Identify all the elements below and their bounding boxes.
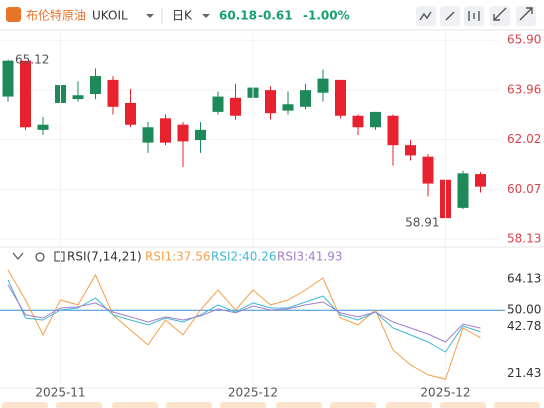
candle-body: [370, 111, 381, 128]
tab[interactable]: [494, 402, 540, 408]
candle-body: [160, 118, 171, 143]
candle-body: [335, 79, 346, 116]
y-tick-label: 63.96: [507, 82, 541, 96]
x-tick-label: 2025-11: [35, 386, 85, 400]
tab[interactable]: [112, 402, 158, 408]
candle-body: [37, 124, 49, 130]
candle-body: [195, 129, 206, 141]
y-tick-label: 64.13: [507, 271, 541, 285]
x-tick-label: 2025-12: [228, 386, 278, 400]
tool-button[interactable]: [490, 6, 510, 26]
legend-entry: RSI2:40.26: [211, 250, 277, 264]
rsi-line: [7, 279, 481, 353]
candle-body: [282, 104, 294, 111]
min-label: 58.91: [405, 216, 439, 230]
symbol-name[interactable]: 布伦特原油: [26, 8, 86, 23]
candle-body: [230, 97, 241, 116]
candle-body: [457, 173, 469, 208]
y-tick-label: 21.43: [507, 366, 541, 380]
candle-body: [475, 174, 486, 187]
indicator-icons: [12, 251, 65, 262]
tool-icons: [419, 7, 533, 21]
indicator-title: RSI(7,14,21): [67, 250, 142, 264]
candle-body: [405, 145, 416, 156]
tool-button[interactable]: [516, 6, 536, 26]
tab[interactable]: [2, 402, 48, 408]
price: 60.18: [219, 9, 257, 23]
toolbar: [416, 6, 536, 26]
candle-body: [90, 76, 101, 94]
caret[interactable]: [146, 14, 154, 18]
candle-body: [212, 96, 224, 112]
candle-body: [20, 60, 31, 128]
tab[interactable]: [56, 402, 102, 408]
candle-body: [142, 127, 154, 143]
tab[interactable]: [276, 402, 322, 408]
candle-body: [300, 90, 311, 107]
change-pct: -1.00%: [303, 9, 350, 23]
candle-body: [352, 115, 364, 128]
symbol-code[interactable]: UKOIL: [92, 9, 128, 23]
change: -0.61: [258, 9, 293, 23]
candle-body: [422, 156, 434, 184]
legend-entry: RSI3:41.93: [277, 250, 343, 264]
tab[interactable]: [166, 402, 212, 408]
rsi-line: [7, 284, 481, 343]
y-tick-label: 62.02: [507, 132, 541, 146]
tab[interactable]: [330, 402, 376, 408]
caret[interactable]: [202, 14, 210, 18]
symbol-icon: [6, 7, 21, 22]
tab[interactable]: [440, 402, 486, 408]
candle-body: [177, 124, 189, 142]
y-tick-label: 65.90: [507, 33, 541, 47]
candle-body: [72, 95, 84, 100]
candle-body: [2, 60, 14, 97]
candle-body: [107, 79, 119, 107]
y-tick-label: 50.00: [507, 303, 541, 317]
rsi-line: [7, 269, 481, 380]
legend-entry: RSI1:37.56: [145, 250, 211, 264]
bottom-tabs: [2, 402, 540, 408]
candle-body: [265, 90, 276, 114]
y-tick-label: 60.07: [507, 182, 541, 196]
tab[interactable]: [386, 402, 432, 408]
max-label: 65.12: [15, 53, 49, 67]
x-tick-label: 2025-12: [420, 386, 470, 400]
candle-body: [317, 78, 329, 93]
y-tick-label: 42.78: [507, 319, 541, 333]
period[interactable]: 日K: [172, 9, 193, 23]
candle-body: [387, 115, 399, 146]
tab[interactable]: [220, 402, 266, 408]
candle-body: [125, 102, 136, 125]
y-tick-label: 58.13: [507, 232, 541, 246]
